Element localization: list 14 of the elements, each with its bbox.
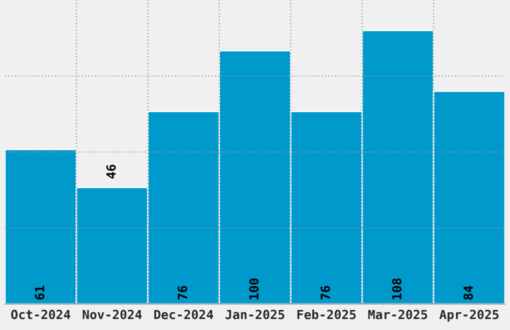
data-label: 108 xyxy=(392,278,402,300)
data-label: 76 xyxy=(178,286,188,300)
x-tick-label: Mar-2025 xyxy=(368,310,428,320)
x-tick-label: Jan-2025 xyxy=(226,310,284,320)
x-tick-label: Oct-2024 xyxy=(11,310,70,320)
data-label: 84 xyxy=(463,286,473,300)
x-tick-label: Apr-2025 xyxy=(439,310,499,322)
data-label: 76 xyxy=(320,286,330,300)
data-label: 61 xyxy=(34,286,44,300)
annotation: 46 xyxy=(106,164,116,179)
x-tick-label: Feb-2025 xyxy=(297,310,356,320)
data-label: 100 xyxy=(249,278,259,300)
x-tick-label: Nov-2024 xyxy=(82,310,142,320)
x-tick-label: Dec-2024 xyxy=(154,310,214,320)
